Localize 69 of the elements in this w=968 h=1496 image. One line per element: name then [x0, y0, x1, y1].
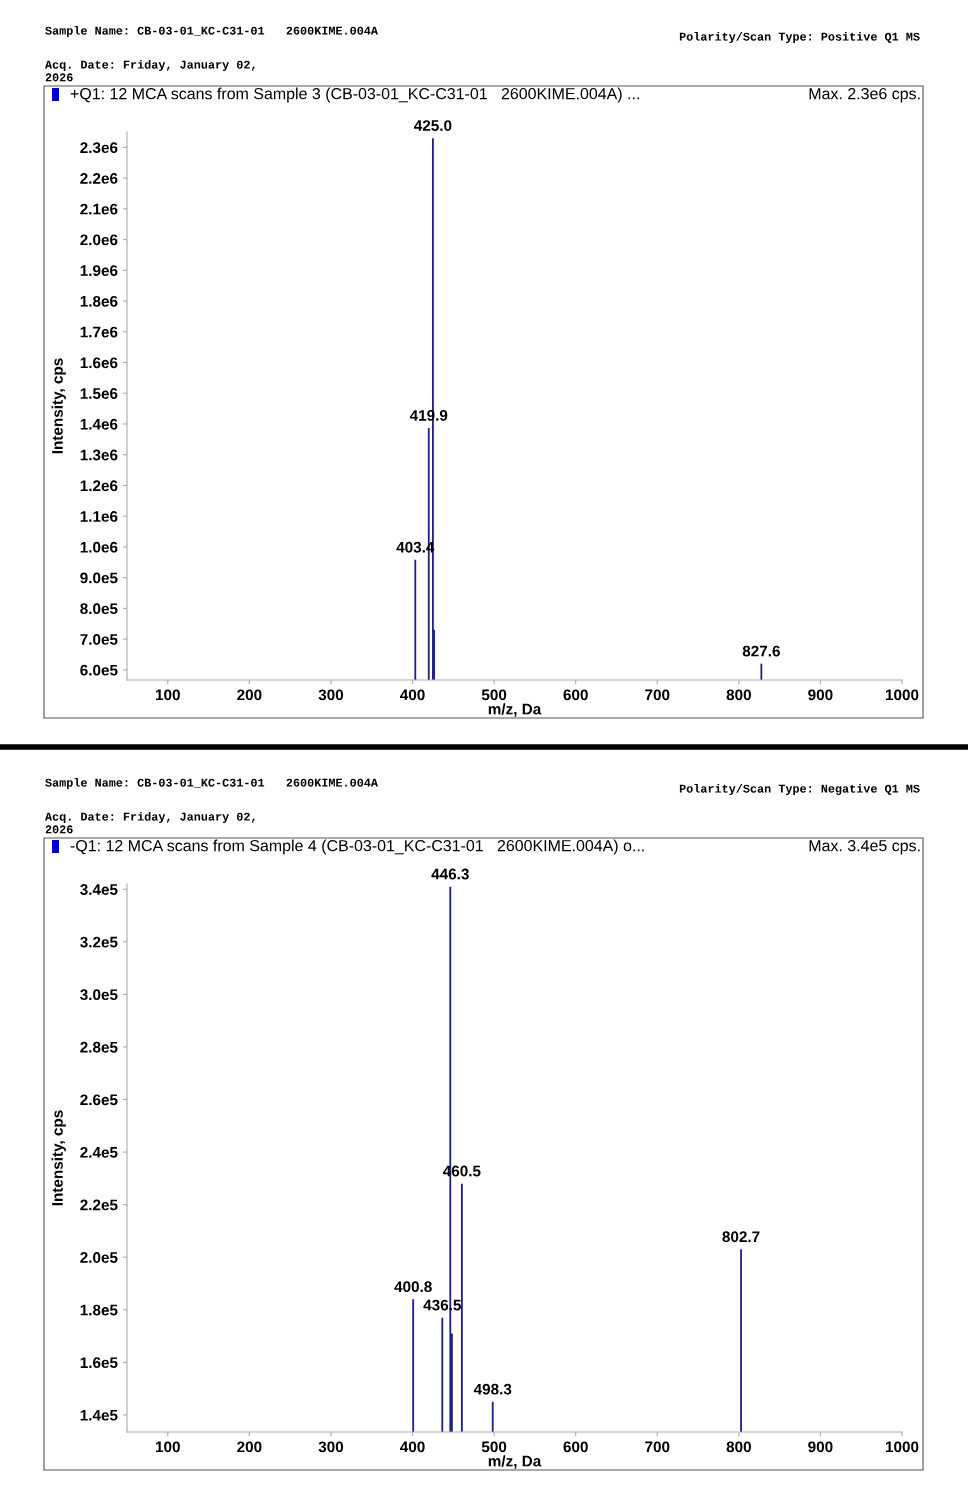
y-tick-label: 1.8e6 — [80, 295, 118, 307]
text: Acq. Date: Friday, January 02, 2026 — [45, 60, 255, 82]
y-tick-label: 1.9e6 — [80, 265, 118, 276]
chart-subtitle: Max. 2.3e6 cps. — [809, 87, 920, 103]
x-tick-label: 900 — [808, 689, 833, 701]
x-tick-label: 800 — [726, 1441, 751, 1453]
y-tick-label: 1.5e6 — [80, 388, 118, 399]
chart-title: -Q1: 12 MCA scans from Sample 4 (CB-03-01_KC-C31-01 2600KIME.004A) o... — [70, 839, 644, 855]
y-tick-label: 3.0e5 — [80, 989, 118, 1001]
y-tick-label: 3.2e5 — [80, 936, 118, 948]
y-tick-label: 1.6e5 — [80, 1357, 118, 1369]
annotation: 446.3 — [431, 868, 469, 880]
x-tick-label: 600 — [563, 689, 588, 701]
text: Acq. Date: Friday, January 02, 2026 — [45, 812, 255, 834]
y-tick-label: 1.8e5 — [80, 1304, 118, 1316]
y-tick-label: 7.0e5 — [80, 633, 118, 645]
x-tick-label: 300 — [318, 689, 344, 701]
y-tick-label: 9.0e5 — [80, 572, 118, 584]
y-tick-label: 3.4e5 — [80, 884, 118, 895]
y-tick-label: 1.4e6 — [80, 418, 118, 430]
x-axis-title: m/z, Da — [488, 1455, 542, 1469]
annotation: 827.6 — [742, 645, 780, 657]
y-tick-label: 1.3e6 — [80, 449, 118, 461]
text: Polarity/Scan Type: Negative Q1 MS — [679, 784, 920, 796]
y-tick-label: 2.0e5 — [80, 1252, 118, 1263]
x-tick-label: 300 — [318, 1441, 344, 1453]
y-tick-label: 1.0e6 — [80, 541, 118, 553]
x-tick-label: 400 — [400, 689, 425, 701]
y-tick-label: 2.8e5 — [80, 1041, 118, 1053]
x-tick-label: 900 — [808, 1441, 833, 1453]
y-tick-label: 1.7e6 — [80, 326, 118, 338]
x-tick-label: 500 — [481, 689, 507, 701]
x-tick-label: 200 — [237, 689, 262, 701]
y-tick-label: 1.6e6 — [80, 357, 118, 369]
annotation: 498.3 — [473, 1383, 512, 1395]
y-tick-label: 2.4e5 — [80, 1146, 118, 1158]
x-tick-label: 800 — [726, 689, 751, 701]
x-axis-title: m/z, Da — [488, 703, 542, 717]
y-tick-label: 2.0e6 — [80, 234, 118, 246]
x-tick-label: 600 — [563, 1441, 588, 1453]
annotation: 425.0 — [414, 120, 452, 131]
chart-title: +Q1: 12 MCA scans from Sample 3 (CB-03-01_KC-C31-01 2600KIME.004A) ... — [70, 87, 639, 103]
y-tick-label: 2.1e6 — [80, 203, 118, 215]
y-tick-label: 2.2e6 — [80, 172, 118, 184]
annotation: 400.8 — [394, 1281, 432, 1293]
x-tick-label: 100 — [156, 689, 180, 701]
y-axis-title: Intensity, cps — [51, 1110, 66, 1206]
y-tick-label: 2.3e6 — [80, 142, 118, 154]
y-tick-label: 1.2e6 — [80, 480, 118, 492]
x-tick-label: 700 — [645, 689, 670, 701]
text: Sample Name: CB-03-01_KC-C31-01 2600KIME.004A — [45, 26, 378, 38]
x-tick-label: 200 — [237, 1441, 262, 1453]
y-tick-label: 2.2e5 — [80, 1199, 118, 1211]
x-tick-label: 500 — [481, 1441, 507, 1453]
chart-subtitle: Max. 3.4e5 cps. — [809, 839, 920, 855]
y-axis-title: Intensity, cps — [51, 358, 66, 454]
y-tick-label: 1.4e5 — [80, 1409, 118, 1421]
text: Sample Name: CB-03-01_KC-C31-01 2600KIME.004A — [45, 778, 378, 789]
x-tick-label: 400 — [400, 1441, 425, 1453]
x-tick-label: 700 — [645, 1441, 670, 1453]
annotation: 802.7 — [722, 1231, 760, 1243]
y-tick-label: 8.0e5 — [80, 603, 118, 615]
x-tick-label: 100 — [156, 1441, 180, 1453]
text: Polarity/Scan Type: Positive Q1 MS — [679, 32, 920, 44]
y-tick-label: 6.0e5 — [80, 664, 118, 676]
y-tick-label: 1.1e6 — [80, 511, 118, 522]
x-tick-label: 1000 — [885, 689, 919, 701]
y-tick-label: 2.6e5 — [80, 1094, 118, 1106]
x-tick-label: 1000 — [885, 1441, 919, 1453]
